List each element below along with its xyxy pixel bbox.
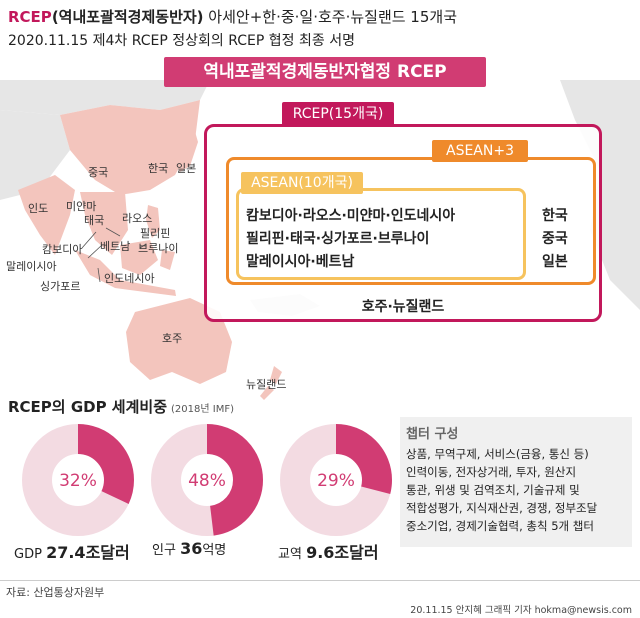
oceania-members: 호주·뉴질랜드: [361, 299, 445, 315]
label-vietnam: 베트남: [100, 240, 131, 253]
stat-label: GDP: [14, 547, 42, 562]
stat-label: 인구: [152, 543, 176, 558]
asean-box: [236, 188, 526, 280]
donut-population: 48%: [151, 424, 263, 536]
stat-gdp: GDP 27.4조달러: [14, 539, 130, 563]
map-west-asia-region: [0, 110, 70, 200]
label-singapore: 싱가포르: [40, 280, 81, 293]
header-title: RCEP(역내포괄적경제동반자) 아세안+한·중·일·호주·뉴질랜드 15개국: [8, 6, 457, 27]
map-philippines: [146, 205, 160, 238]
map-india: [18, 175, 75, 255]
footer-divider: [0, 580, 640, 581]
asean-members-line: 캄보디아·라오스·미얀마·인도네시아: [246, 208, 456, 224]
donut-share-arc: [22, 424, 134, 536]
header-subtitle: 2020.11.15 제4차 RCEP 정상회의 RCEP 협정 최종 서명: [8, 33, 355, 49]
donut-gdp: 32%: [22, 424, 134, 536]
header-title-suffix: 아세안+한·중·일·호주·뉴질랜드 15개국: [203, 8, 457, 26]
asean3-box: [226, 157, 596, 285]
chapter-line: 상품, 무역구제, 서비스(금융, 통신 등): [406, 447, 589, 461]
map-australia: [126, 298, 232, 384]
stat-unit: 조달러: [85, 543, 130, 562]
label-philippines: 필리핀: [140, 227, 171, 240]
donut-percent-label: 29%: [317, 471, 355, 491]
rcep-tag: RCEP(15개국): [282, 102, 394, 126]
label-japan: 일본: [176, 162, 197, 175]
map-mainland-sea: [80, 192, 128, 255]
source-note: 자료: 산업통상자원부: [6, 586, 105, 599]
plus3-japan: 일본: [542, 254, 568, 270]
plus3-korea: 한국: [542, 208, 568, 224]
map-japan: [176, 128, 198, 172]
label-laos: 라오스: [122, 212, 153, 225]
donut-trade: 29%: [280, 424, 392, 536]
stat-value: 9.6: [306, 543, 335, 562]
chapter-line: 적합성평가, 지식재산권, 경쟁, 정부조달: [406, 501, 598, 515]
label-india: 인도: [28, 202, 49, 215]
gdp-section-title: RCEP의 GDP 세계비중 (2018년 IMF): [8, 396, 234, 417]
map-sumatra-java: [75, 250, 176, 296]
label-australia: 호주: [162, 332, 183, 345]
map-korea: [166, 140, 176, 162]
label-korea: 한국: [148, 162, 169, 175]
label-newzealand: 뉴질랜드: [246, 378, 287, 391]
header-title-main: (역내포괄적경제동반자): [51, 8, 204, 26]
stat-unit: 억명: [202, 543, 227, 558]
header-title-prefix: RCEP: [8, 8, 52, 26]
stat-trade: 교역 9.6조달러: [278, 539, 379, 563]
asean3-tag: ASEAN+3: [432, 140, 528, 162]
donut-share-arc: [280, 424, 392, 536]
label-thailand: 태국: [84, 214, 105, 227]
stat-value: 36: [180, 539, 203, 558]
stat-population: 인구 36억명: [152, 539, 226, 558]
label-malaysia: 말레이시아: [6, 260, 57, 273]
stat-label: 교역: [278, 547, 302, 562]
donut-percent-label: 48%: [188, 471, 226, 491]
gdp-source-note: (2018년 IMF): [171, 404, 234, 415]
label-myanmar: 미얀마: [66, 200, 97, 213]
donut-percent-label: 32%: [59, 471, 97, 491]
credit-line: 20.11.15 안지혜 그래픽 기자 hokma@newsis.com: [410, 605, 632, 616]
map-newzealand: [260, 366, 282, 400]
stat-value: 27.4: [46, 543, 86, 562]
chapter-line: 통관, 위생 및 검역조치, 기술규제 및: [406, 483, 580, 497]
asean-tag: ASEAN(10개국): [241, 172, 363, 194]
label-china: 중국: [88, 166, 109, 179]
gdp-section-title-text: RCEP의 GDP 세계비중: [8, 398, 168, 416]
chapter-line: 인력이동, 전자상거래, 투자, 원산지: [406, 465, 577, 479]
chapter-box: 챕터 구성 상품, 무역구제, 서비스(금융, 통신 등) 인력이동, 전자상거…: [400, 417, 632, 547]
map-borneo: [120, 240, 158, 275]
chapter-title: 챕터 구성: [406, 427, 459, 442]
map-china: [60, 100, 200, 195]
stat-unit: 조달러: [334, 543, 379, 562]
map-sulawesi: [160, 250, 175, 270]
asean-members-line: 말레이시아·베트남: [246, 254, 355, 270]
asean-members-line: 필리핀·태국·싱가포르·브루나이: [246, 231, 430, 247]
label-brunei: 브루나이: [138, 242, 179, 255]
label-cambodia: 캄보디아: [42, 243, 83, 256]
label-indonesia: 인도네시아: [104, 272, 155, 285]
donut-share-arc: [151, 424, 263, 536]
title-banner: 역내포괄적경제동반자협정 RCEP: [164, 57, 486, 87]
map-russia-region: [0, 80, 210, 115]
plus3-china: 중국: [542, 231, 568, 247]
chapter-line: 중소기업, 경제기술협력, 총칙 5개 챕터: [406, 519, 594, 533]
